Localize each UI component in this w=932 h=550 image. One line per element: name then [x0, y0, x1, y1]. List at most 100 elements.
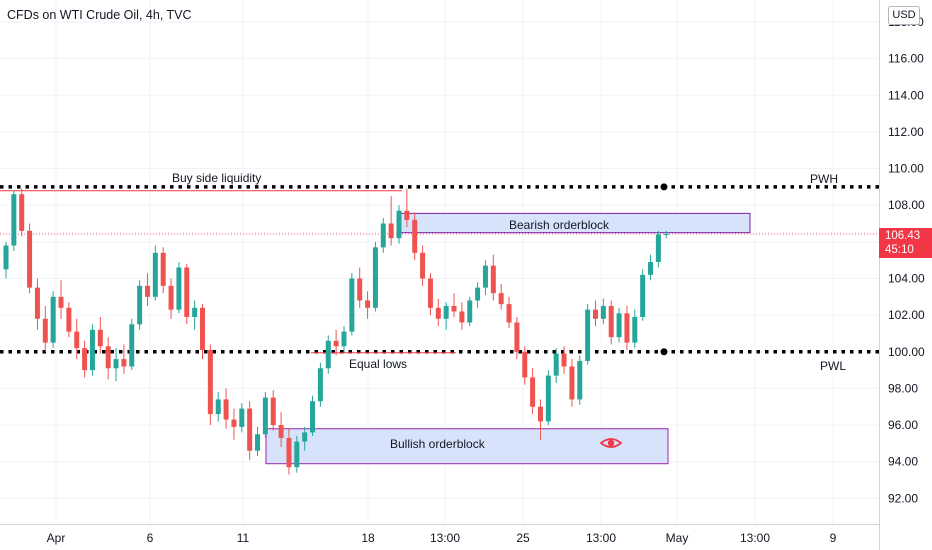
candle-body [200, 307, 205, 350]
candle-body [490, 265, 496, 294]
candle-body [325, 340, 331, 369]
price-tick-label: 110.00 [888, 162, 924, 176]
bearish-orderblock-label: Bearish orderblock [509, 218, 610, 232]
candle-body [19, 194, 25, 231]
candle-body [160, 252, 166, 286]
candle-body [129, 324, 135, 367]
chart-title: CFDs on WTI Crude Oil, 4h, TVC [7, 8, 192, 22]
candle-body [467, 300, 473, 323]
candle-body [302, 432, 308, 442]
pwl-label: PWL [820, 359, 847, 373]
price-tick-label: 114.00 [888, 88, 924, 102]
candle-body [632, 316, 638, 343]
candle-body [420, 252, 426, 279]
price-axis[interactable]: 118.00116.00114.00112.00110.00108.00106.… [879, 0, 926, 550]
time-tick-label: 25 [516, 531, 530, 545]
candle-body [255, 434, 261, 451]
candle-body [498, 293, 504, 305]
time-tick-label: 18 [361, 531, 375, 545]
candle-body [137, 285, 143, 325]
time-axis[interactable]: Apr 6 11 18 13:00 25 13:00 May 13:00 9 [0, 524, 879, 546]
candle-body [341, 331, 347, 347]
candle-body [640, 274, 646, 317]
candle-body [231, 419, 237, 427]
candle-body [113, 359, 119, 369]
candle-body [58, 296, 64, 308]
price-tick-label: 108.00 [888, 198, 925, 212]
eye-icon[interactable] [599, 438, 623, 448]
candle-body [569, 366, 575, 400]
candle-body [482, 265, 488, 288]
candle-body [3, 245, 9, 270]
candle-body [388, 223, 394, 239]
candle-body [333, 340, 339, 347]
time-tick-label: 9 [830, 531, 837, 545]
candle-body [168, 285, 174, 310]
price-tick-label: 116.00 [888, 52, 924, 66]
time-tick-label: 13:00 [430, 531, 460, 545]
candle-body [663, 233, 669, 235]
candle-body [97, 329, 103, 347]
eye-pupil [607, 439, 615, 447]
candle-body [27, 230, 33, 288]
candle-body [577, 360, 583, 400]
candle-body [349, 278, 355, 332]
candle-body [600, 305, 606, 319]
zones [265, 212, 751, 465]
candle-body [207, 349, 213, 415]
candle-body [427, 278, 433, 308]
price-tick-label: 100.00 [888, 345, 925, 359]
price-tick-label: 92.00 [888, 491, 918, 505]
candle-body [655, 234, 661, 262]
candle-body [537, 406, 543, 422]
candle-body [184, 267, 190, 317]
candle-body [530, 377, 536, 407]
candle-body [443, 305, 449, 319]
price-tick-label: 102.00 [888, 308, 925, 322]
price-tick-label: 112.00 [888, 125, 924, 139]
candle-body [545, 375, 551, 422]
candle-body [648, 262, 654, 275]
candle-body [176, 267, 182, 310]
levels [0, 183, 879, 356]
candle-body [585, 309, 591, 361]
candle-body [475, 287, 481, 301]
candle-body [50, 296, 56, 343]
candle-body [506, 304, 512, 323]
candle-body [144, 285, 150, 297]
candle-body [152, 252, 158, 297]
candle-body [42, 318, 48, 343]
candle-body [11, 194, 17, 246]
candle-body [278, 425, 284, 438]
candle-body [192, 307, 198, 317]
candle-body [608, 305, 614, 338]
candle-body [66, 307, 72, 332]
buy-side-liquidity-label: Buy side liquidity [172, 171, 262, 185]
candle-body [82, 348, 88, 371]
price-tick-label: 98.00 [888, 381, 918, 395]
candle-body [294, 441, 300, 468]
bullish-orderblock-zone [265, 428, 669, 465]
candle-body [105, 346, 111, 369]
time-tick-label: 13:00 [740, 531, 770, 545]
candle-body [412, 219, 418, 253]
candle-body [514, 322, 520, 352]
candle-body [365, 300, 371, 308]
candle-body [616, 313, 622, 338]
candle-body [404, 210, 410, 220]
candle-body [247, 408, 253, 451]
candle-body [239, 408, 245, 427]
pwh-label: PWH [810, 172, 838, 186]
candle-body [372, 247, 378, 308]
candle-body [34, 287, 40, 319]
candle-body [435, 307, 441, 319]
price-tick-label: 104.00 [888, 271, 925, 285]
currency-button[interactable]: USD [888, 6, 920, 25]
equal-lows-label: Equal lows [349, 357, 408, 371]
candle-body [262, 397, 268, 435]
candle-body [522, 351, 528, 378]
candle-body [451, 305, 457, 312]
time-tick-label: May [666, 531, 689, 545]
bar-countdown: 45:10 [885, 244, 914, 256]
